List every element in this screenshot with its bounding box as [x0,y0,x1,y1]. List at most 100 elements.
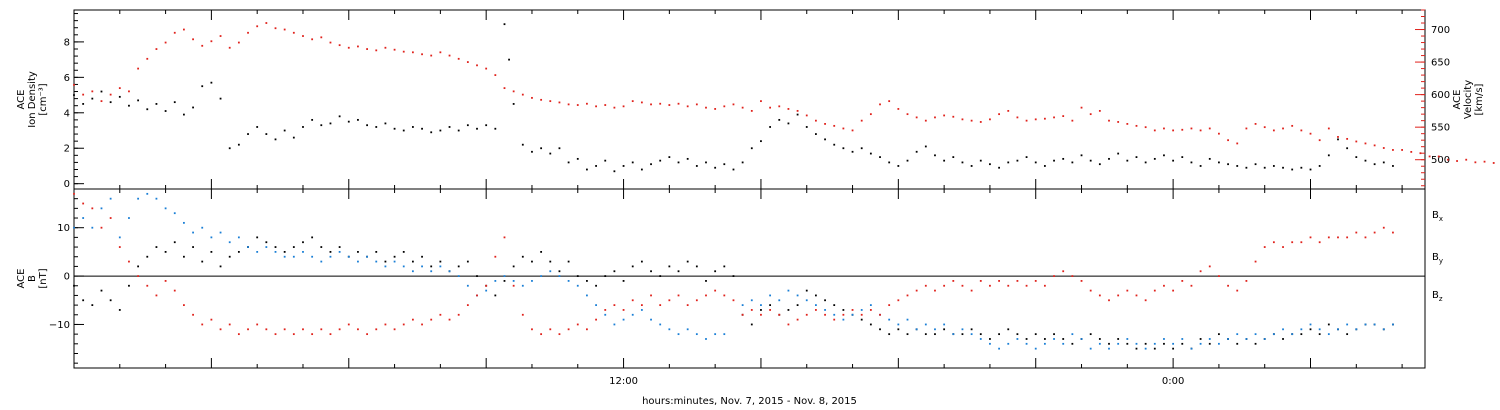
data-point [521,284,524,287]
data-point [512,90,515,93]
data-point [998,347,1000,350]
data-point [1263,246,1266,248]
data-point [1208,342,1211,345]
data-point [1291,168,1294,171]
data-point [595,105,597,108]
data-point [1300,166,1303,169]
data-point [613,270,616,273]
data-point [567,260,570,263]
data-point [1163,154,1165,157]
data-point [192,106,194,109]
data-point [173,31,176,34]
data-point [265,328,268,331]
data-point [860,313,863,316]
data-point [274,138,277,141]
data-point [430,265,433,268]
data-point [723,105,726,108]
data-point [1199,165,1202,167]
data-point [1446,158,1449,161]
velocity-axis-tick-label: 650 [1431,58,1450,69]
data-point [265,22,268,24]
data-point [888,161,891,164]
data-point [1199,338,1202,340]
data-point [805,299,808,302]
data-point [118,95,121,98]
data-point [750,299,753,302]
data-point [210,250,213,253]
data-point [760,313,762,316]
data-point [237,143,240,146]
data-point [1382,161,1385,164]
data-point [146,192,149,195]
data-point [192,38,194,41]
data-point [558,270,561,273]
data-point [989,163,991,166]
data-point [943,323,946,326]
data-point [622,105,625,108]
data-point [494,255,497,258]
data-point [1108,347,1110,350]
data-point [540,98,543,101]
data-point [237,333,240,336]
data-point [805,313,808,316]
data-point [1172,347,1175,350]
data-point [695,165,698,167]
data-point [1272,333,1275,336]
data-point [650,103,652,106]
data-point [118,87,121,90]
data-point [576,284,579,287]
data-point [128,90,130,93]
data-point [320,124,323,127]
data-point [869,113,872,116]
data-point [1034,280,1037,282]
data-point [1364,323,1367,326]
data-point [302,328,304,331]
data-point [228,241,231,244]
data-point [192,231,194,234]
data-point [1327,236,1330,239]
b-axis-tick-label: 10 [57,223,70,234]
data-point [384,46,387,49]
data-point [1163,342,1165,345]
data-point [750,109,753,112]
data-point [485,284,488,287]
data-point [109,101,112,104]
data-point [915,328,918,331]
data-point [109,197,112,200]
data-point [860,318,863,321]
data-point [1108,342,1110,345]
data-point [897,323,900,326]
data-point [393,260,396,263]
data-point [1025,342,1028,345]
data-point [1208,127,1211,130]
data-point [1382,147,1385,149]
data-point [73,83,75,86]
data-point [1025,284,1028,287]
data-point [695,299,698,302]
data-point [1062,157,1065,160]
data-point [146,284,149,287]
data-point [897,165,900,167]
data-point [943,114,946,117]
velocity-axis-label-line: ACE [1452,90,1463,110]
data-point [695,333,698,336]
data-point [274,250,277,253]
data-point [521,143,524,146]
data-point [915,150,918,153]
data-point [842,318,845,321]
data-point [457,265,460,268]
data-point [1392,165,1394,167]
data-point [421,323,423,326]
data-point [466,304,469,307]
data-point [512,284,515,287]
data-point [265,241,268,244]
data-point [439,313,442,316]
data-point [521,255,524,258]
data-point [1245,127,1248,130]
data-point [787,309,790,311]
data-point [466,260,469,263]
data-point [1126,338,1129,340]
data-point [421,265,423,268]
data-point [164,280,167,282]
data-point [750,309,753,311]
